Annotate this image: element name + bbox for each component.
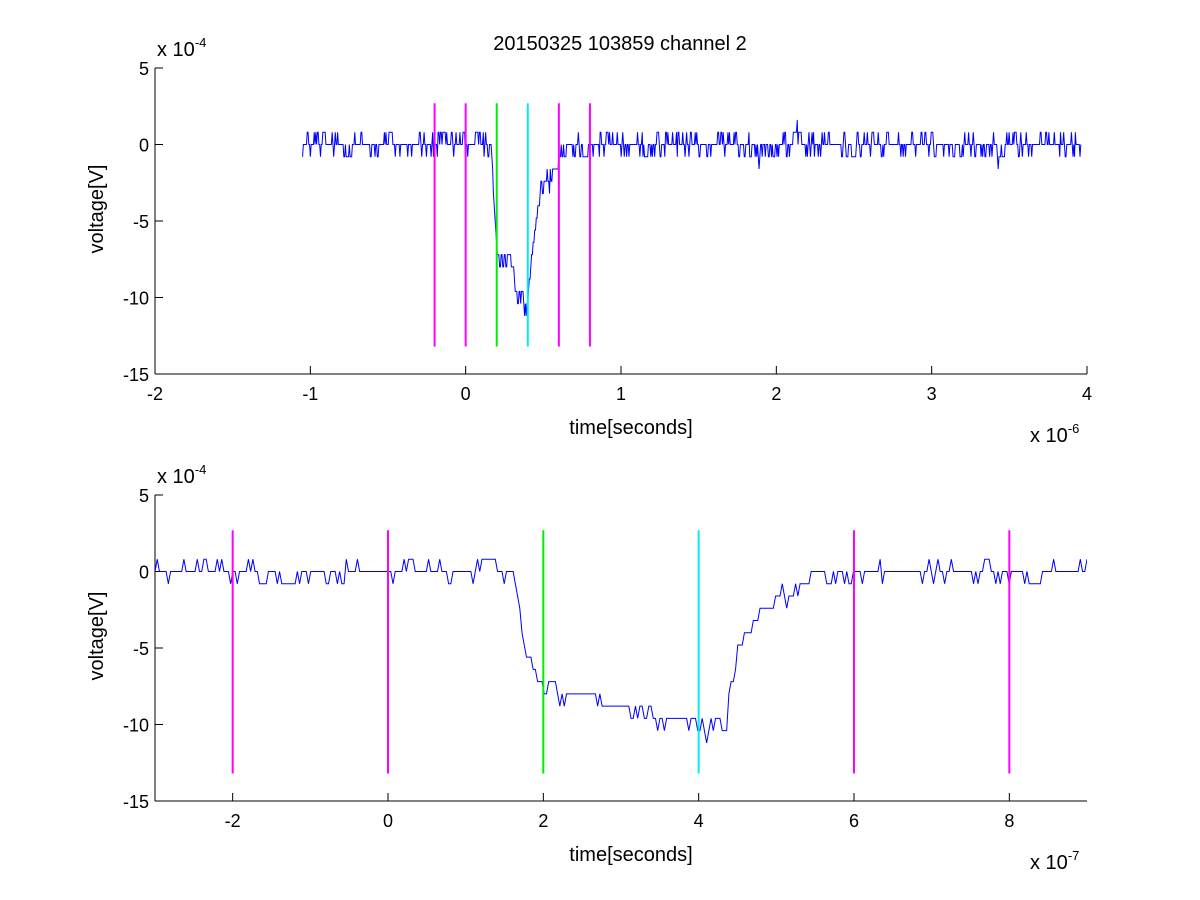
y-tick-label: -15 (123, 792, 149, 812)
voltage-trace (155, 558, 1087, 743)
x-tick-label: 4 (694, 811, 704, 831)
y-tick-label: -10 (123, 716, 149, 736)
x-multiplier-label: x 10-6 (1030, 421, 1079, 447)
x-multiplier-label: x 10-7 (1030, 848, 1079, 874)
x-multiplier-base: x 10 (1030, 425, 1068, 447)
x-tick-label: -1 (302, 384, 318, 404)
y-multiplier-label: x 10-4 (157, 462, 206, 488)
x-tick-label: 0 (461, 384, 471, 404)
x-tick-label: -2 (147, 384, 163, 404)
x-axis-label: time[seconds] (569, 417, 692, 439)
voltage-trace (302, 119, 1082, 316)
top-plot: -2 -1 0 1 2 3 450-5-10-15time[seconds]voltage[… (86, 35, 1092, 447)
x-tick-label: 2 (538, 811, 548, 831)
y-tick-label: -5 (133, 212, 149, 232)
y-tick-label: 0 (139, 136, 149, 156)
y-tick-label: 0 (139, 563, 149, 583)
y-tick-label: -5 (133, 639, 149, 659)
y-multiplier-base: x 10 (157, 39, 195, 61)
y-tick-label: 5 (139, 59, 149, 79)
y-tick-label: 5 (139, 486, 149, 506)
y-axis-label: voltage[V] (86, 165, 108, 254)
x-tick-label: 6 (849, 811, 859, 831)
x-tick-label: 8 (1004, 811, 1014, 831)
y-tick-label: -10 (123, 289, 149, 309)
x-multiplier-exp: -7 (1068, 848, 1080, 863)
x-tick-label: 0 (383, 811, 393, 831)
y-multiplier-exp: -4 (195, 35, 207, 50)
figure-title: 20150325 103859 channel 2 (493, 33, 747, 55)
x-tick-label: 1 (616, 384, 626, 404)
y-multiplier-label: x 10-4 (157, 35, 206, 61)
y-multiplier-base: x 10 (157, 466, 195, 488)
x-tick-label: 4 (1082, 384, 1092, 404)
bottom-plot: -2 0 2 4 6 8 5 0 -5 -10 -15 time[seconds] voltage[V]… (86, 462, 1087, 874)
x-multiplier-exp: -6 (1068, 421, 1080, 436)
x-tick-label: 2 (771, 384, 781, 404)
x-tick-label: 3 (927, 384, 937, 404)
y-axis-label: voltage[V] (86, 592, 108, 681)
x-axis-label: time[seconds] (569, 844, 692, 866)
x-tick-label: -2 (225, 811, 241, 831)
y-multiplier-exp: -4 (195, 462, 207, 477)
x-multiplier-base: x 10 (1030, 852, 1068, 874)
y-tick-label: -15 (123, 365, 149, 385)
